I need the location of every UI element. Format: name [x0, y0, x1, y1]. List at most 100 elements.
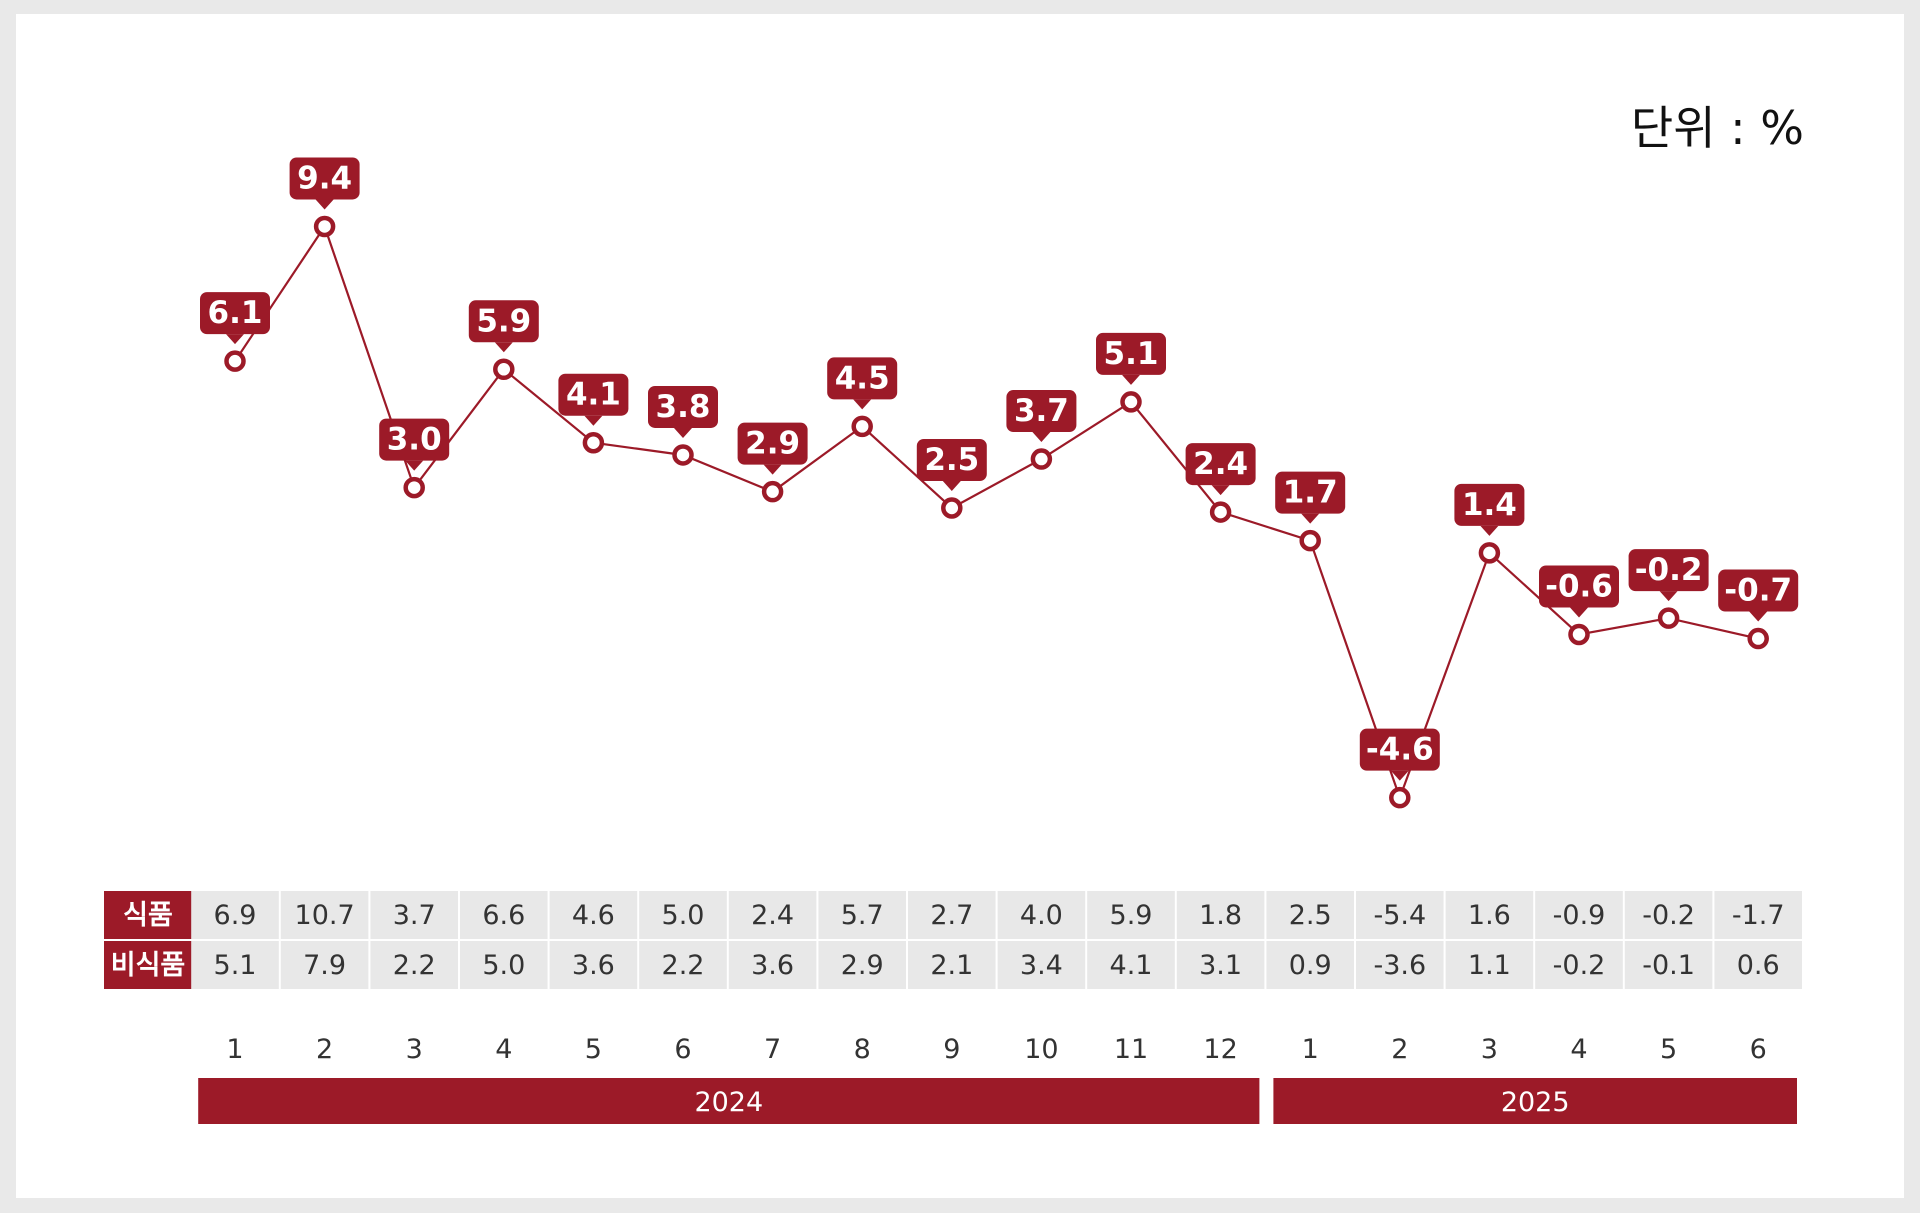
table-cell-bg — [818, 941, 906, 989]
table-cell-bg — [280, 941, 369, 989]
table-cell: 3.6 — [751, 950, 794, 981]
data-label: -0.6 — [1539, 565, 1619, 618]
table-cell: 4.0 — [1020, 900, 1063, 931]
table-cell: 5.9 — [1110, 900, 1153, 931]
table-cell: -3.6 — [1373, 950, 1426, 981]
line-chart: 6.1 9.4 3.0 5.9 4.1 3.8 2.9 4.5 2.5 3.7 5.1 2.4 1.7 -… — [104, 157, 1802, 1124]
table-cell-bg — [908, 941, 996, 989]
svg-text:2.5: 2.5 — [924, 442, 979, 478]
x-tick-label: 2 — [1391, 1034, 1408, 1065]
data-label: 1.7 — [1275, 471, 1346, 524]
data-point — [851, 415, 873, 438]
table-cell-bg — [1445, 941, 1534, 989]
data-label: -0.7 — [1718, 569, 1799, 622]
year-label: 2025 — [1501, 1087, 1570, 1118]
table-cell: 5.0 — [662, 900, 705, 931]
data-point — [313, 215, 336, 238]
svg-text:4.1: 4.1 — [566, 377, 621, 413]
year-label: 2024 — [694, 1087, 763, 1118]
svg-text:-0.6: -0.6 — [1545, 568, 1613, 604]
table-cell-bg — [1176, 941, 1265, 989]
svg-text:1.7: 1.7 — [1283, 475, 1338, 511]
svg-text:6.1: 6.1 — [208, 295, 263, 331]
data-point — [582, 431, 605, 454]
svg-text:3.7: 3.7 — [1014, 393, 1069, 429]
table-cell: 1.1 — [1468, 950, 1511, 981]
x-tick-label: 6 — [1750, 1034, 1767, 1065]
table-cell: 4.1 — [1110, 950, 1153, 981]
data-point — [1657, 607, 1680, 629]
data-point — [493, 358, 515, 381]
table-cell-bg — [1356, 891, 1444, 939]
svg-text:1.4: 1.4 — [1462, 487, 1517, 523]
svg-text:5.9: 5.9 — [476, 303, 531, 339]
svg-text:5.1: 5.1 — [1104, 336, 1159, 372]
data-point — [761, 480, 784, 503]
table-cell: 2.2 — [662, 950, 705, 981]
data-label: 3.7 — [1006, 390, 1077, 443]
data-point — [941, 497, 963, 519]
x-tick-label: 5 — [1660, 1034, 1677, 1065]
table-cell: -5.4 — [1373, 900, 1426, 931]
table-cell: 3.7 — [393, 900, 436, 931]
table-cell-bg — [549, 891, 638, 939]
table-cell-bg — [1624, 891, 1713, 939]
svg-text:-0.7: -0.7 — [1724, 573, 1792, 609]
table-cell: 2.5 — [1289, 900, 1332, 931]
svg-text:4.5: 4.5 — [835, 360, 890, 396]
x-tick-label: 7 — [764, 1034, 781, 1065]
table-cell: 2.7 — [930, 900, 973, 931]
x-tick-label: 8 — [854, 1034, 871, 1065]
table-cell-bg — [1266, 891, 1354, 939]
table-cell: 2.1 — [930, 950, 973, 981]
data-label: 2.9 — [737, 422, 808, 475]
table-cell: 3.6 — [572, 950, 615, 981]
data-point — [1299, 529, 1321, 552]
table-cell: 1.6 — [1468, 900, 1511, 931]
table-cell-bg — [1087, 891, 1175, 939]
x-tick-label: 4 — [1570, 1034, 1587, 1065]
data-label: 2.5 — [916, 439, 987, 491]
table-cell: 0.6 — [1737, 950, 1780, 981]
data-label: 5.1 — [1096, 332, 1166, 385]
data-point — [1030, 448, 1053, 470]
table-cell-bg — [997, 941, 1086, 989]
data-label: 3.8 — [648, 385, 718, 438]
table-cell: 2.2 — [393, 950, 436, 981]
table-cell-bg — [1714, 891, 1802, 939]
table-cell-bg — [908, 891, 996, 939]
table-cell-bg — [191, 891, 279, 939]
table-cell: -0.2 — [1553, 950, 1606, 981]
data-label: 6.1 — [200, 292, 270, 345]
table-cell-bg — [191, 941, 279, 989]
data-label: 4.1 — [558, 373, 629, 426]
svg-text:-4.6: -4.6 — [1366, 732, 1434, 768]
x-tick-label: 4 — [495, 1034, 512, 1065]
table-cell-bg — [1624, 941, 1713, 989]
table-cell: 6.6 — [482, 900, 525, 931]
data-label: -4.6 — [1359, 728, 1440, 781]
data-point — [1209, 501, 1232, 523]
data-label: -0.2 — [1628, 549, 1709, 602]
data-point — [672, 444, 694, 466]
table-cell-bg — [280, 891, 369, 939]
year-bar — [1273, 1078, 1797, 1124]
x-tick-label: 1 — [226, 1034, 243, 1065]
x-tick-label: 9 — [943, 1034, 960, 1065]
table-cell: 6.9 — [214, 900, 257, 931]
x-tick-label: 11 — [1114, 1034, 1148, 1065]
table-cell: -0.1 — [1642, 950, 1695, 981]
table-cell-bg — [460, 941, 548, 989]
unit-label: 단위 : % — [1630, 101, 1804, 155]
table-cell-bg — [460, 891, 548, 939]
table-cell: 4.6 — [572, 900, 615, 931]
table-row-header-bg — [104, 891, 192, 939]
table-cell: -0.2 — [1642, 900, 1695, 931]
x-tick-label: 10 — [1024, 1034, 1058, 1065]
table-row-header: 비식품 — [111, 950, 186, 981]
table-cell-bg — [1176, 891, 1265, 939]
svg-text:2.4: 2.4 — [1193, 446, 1248, 482]
data-label: 1.4 — [1454, 483, 1525, 536]
table-cell: -0.9 — [1553, 900, 1606, 931]
table-cell: 5.1 — [214, 950, 257, 981]
